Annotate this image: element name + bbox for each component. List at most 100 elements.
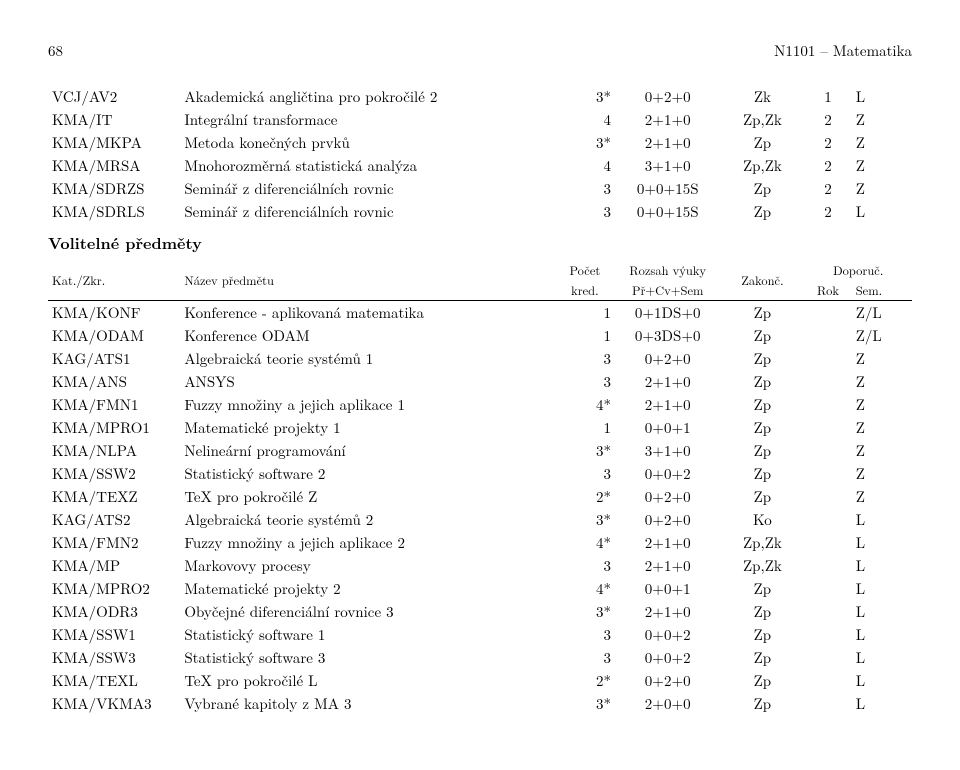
course-completion: Zp: [720, 131, 804, 154]
course-year: 2: [804, 200, 851, 223]
table-row: KMA/SDRLSSeminář z diferenciálních rovni…: [48, 200, 912, 223]
course-code: KMA/FMN1: [48, 393, 180, 416]
course-completion: Zp: [720, 347, 804, 370]
course-semester: Z: [852, 154, 912, 177]
course-year: [804, 531, 851, 554]
course-hours: 2+1+0: [615, 131, 720, 154]
table-row: KMA/TEXZTeX pro pokročilé Z2*0+2+0ZpZ: [48, 485, 912, 508]
meta-prcv: Př+Cv+Sem: [615, 280, 720, 301]
course-hours: 0+2+0: [615, 669, 720, 692]
course-credits: 3: [555, 623, 615, 646]
course-completion: Zp: [720, 301, 804, 324]
table-row: KMA/SDRZSSeminář z diferenciálních rovni…: [48, 177, 912, 200]
doc-title: N1101 – Matematika: [774, 40, 912, 61]
course-hours: 0+0+1: [615, 416, 720, 439]
course-name: Nelineární programování: [180, 439, 554, 462]
optional-courses-table: KMA/KONFKonference - aplikovaná matemati…: [48, 301, 912, 715]
course-code: VCJ/AV2: [48, 85, 180, 108]
table-row: KMA/VKMA3Vybrané kapitoly z MA 33*2+0+0Z…: [48, 692, 912, 715]
course-credits: 3: [555, 200, 615, 223]
course-year: [804, 370, 851, 393]
course-hours: 2+1+0: [615, 600, 720, 623]
course-code: KMA/ANS: [48, 370, 180, 393]
course-credits: 4*: [555, 393, 615, 416]
course-credits: 2*: [555, 485, 615, 508]
course-completion: Zp: [720, 462, 804, 485]
course-completion: Ko: [720, 508, 804, 531]
course-completion: Zp: [720, 577, 804, 600]
course-completion: Zp: [720, 200, 804, 223]
course-hours: 0+2+0: [615, 85, 720, 108]
course-code: KMA/KONF: [48, 301, 180, 324]
course-credits: 3*: [555, 85, 615, 108]
course-name: Mnohorozměrná statistická analýza: [180, 154, 554, 177]
course-hours: 0+0+15S: [615, 177, 720, 200]
course-name: Akademická angličtina pro pokročilé 2: [180, 85, 554, 108]
course-name: Markovovy procesy: [180, 554, 554, 577]
course-credits: 3: [555, 177, 615, 200]
course-completion: Zp: [720, 669, 804, 692]
course-completion: Zp: [720, 600, 804, 623]
course-credits: 3*: [555, 692, 615, 715]
course-completion: Zp,Zk: [720, 154, 804, 177]
course-name: Seminář z diferenciálních rovnic: [180, 200, 554, 223]
course-year: [804, 577, 851, 600]
mandatory-courses-table: VCJ/AV2Akademická angličtina pro pokroči…: [48, 85, 912, 223]
course-completion: Zp: [720, 692, 804, 715]
course-year: [804, 301, 851, 324]
course-code: KMA/SSW3: [48, 646, 180, 669]
course-hours: 2+1+0: [615, 393, 720, 416]
course-semester: L: [852, 577, 912, 600]
course-credits: 3: [555, 347, 615, 370]
course-credits: 3: [555, 554, 615, 577]
course-credits: 4: [555, 154, 615, 177]
course-hours: 3+1+0: [615, 439, 720, 462]
course-code: KMA/SSW2: [48, 462, 180, 485]
course-credits: 1: [555, 301, 615, 324]
meta-name: Název předmětu: [180, 260, 554, 301]
meta-rok: Rok: [804, 280, 851, 301]
course-semester: Z: [852, 370, 912, 393]
course-credits: 4*: [555, 577, 615, 600]
course-year: 2: [804, 177, 851, 200]
meta-header-table: Kat./Zkr. Název předmětu Počet Rozsah vý…: [48, 260, 912, 301]
table-row: KMA/FMN1Fuzzy množiny a jejich aplikace …: [48, 393, 912, 416]
course-code: KMA/FMN2: [48, 531, 180, 554]
course-completion: Zp: [720, 646, 804, 669]
course-semester: Z: [852, 108, 912, 131]
course-year: 2: [804, 131, 851, 154]
course-semester: L: [852, 600, 912, 623]
table-row: KAG/ATS2Algebraická teorie systémů 23*0+…: [48, 508, 912, 531]
course-code: KMA/ODR3: [48, 600, 180, 623]
course-code: KMA/MP: [48, 554, 180, 577]
course-name: Algebraická teorie systémů 2: [180, 508, 554, 531]
course-code: KMA/SDRLS: [48, 200, 180, 223]
course-semester: L: [852, 508, 912, 531]
course-code: KMA/SSW1: [48, 623, 180, 646]
course-year: [804, 646, 851, 669]
course-year: [804, 439, 851, 462]
course-completion: Zp: [720, 623, 804, 646]
course-name: Vybrané kapitoly z MA 3: [180, 692, 554, 715]
table-row: KMA/SSW1Statistický software 130+0+2ZpL: [48, 623, 912, 646]
course-hours: 2+1+0: [615, 554, 720, 577]
meta-zakon: Zakonč.: [720, 260, 804, 301]
course-name: Statistický software 2: [180, 462, 554, 485]
course-semester: Z: [852, 347, 912, 370]
table-row: KMA/SSW3Statistický software 330+0+2ZpL: [48, 646, 912, 669]
table-row: KMA/ODR3Obyčejné diferenciální rovnice 3…: [48, 600, 912, 623]
course-semester: Z: [852, 131, 912, 154]
course-credits: 3: [555, 370, 615, 393]
meta-rozsah: Rozsah výuky: [615, 260, 720, 280]
course-credits: 1: [555, 416, 615, 439]
course-hours: 3+1+0: [615, 154, 720, 177]
table-row: KMA/MRSAMnohorozměrná statistická analýz…: [48, 154, 912, 177]
course-year: 1: [804, 85, 851, 108]
table-row: VCJ/AV2Akademická angličtina pro pokroči…: [48, 85, 912, 108]
course-hours: 2+1+0: [615, 108, 720, 131]
course-name: Konference - aplikovaná matematika: [180, 301, 554, 324]
course-year: 2: [804, 108, 851, 131]
course-semester: L: [852, 623, 912, 646]
course-code: KAG/ATS2: [48, 508, 180, 531]
course-semester: Z: [852, 393, 912, 416]
